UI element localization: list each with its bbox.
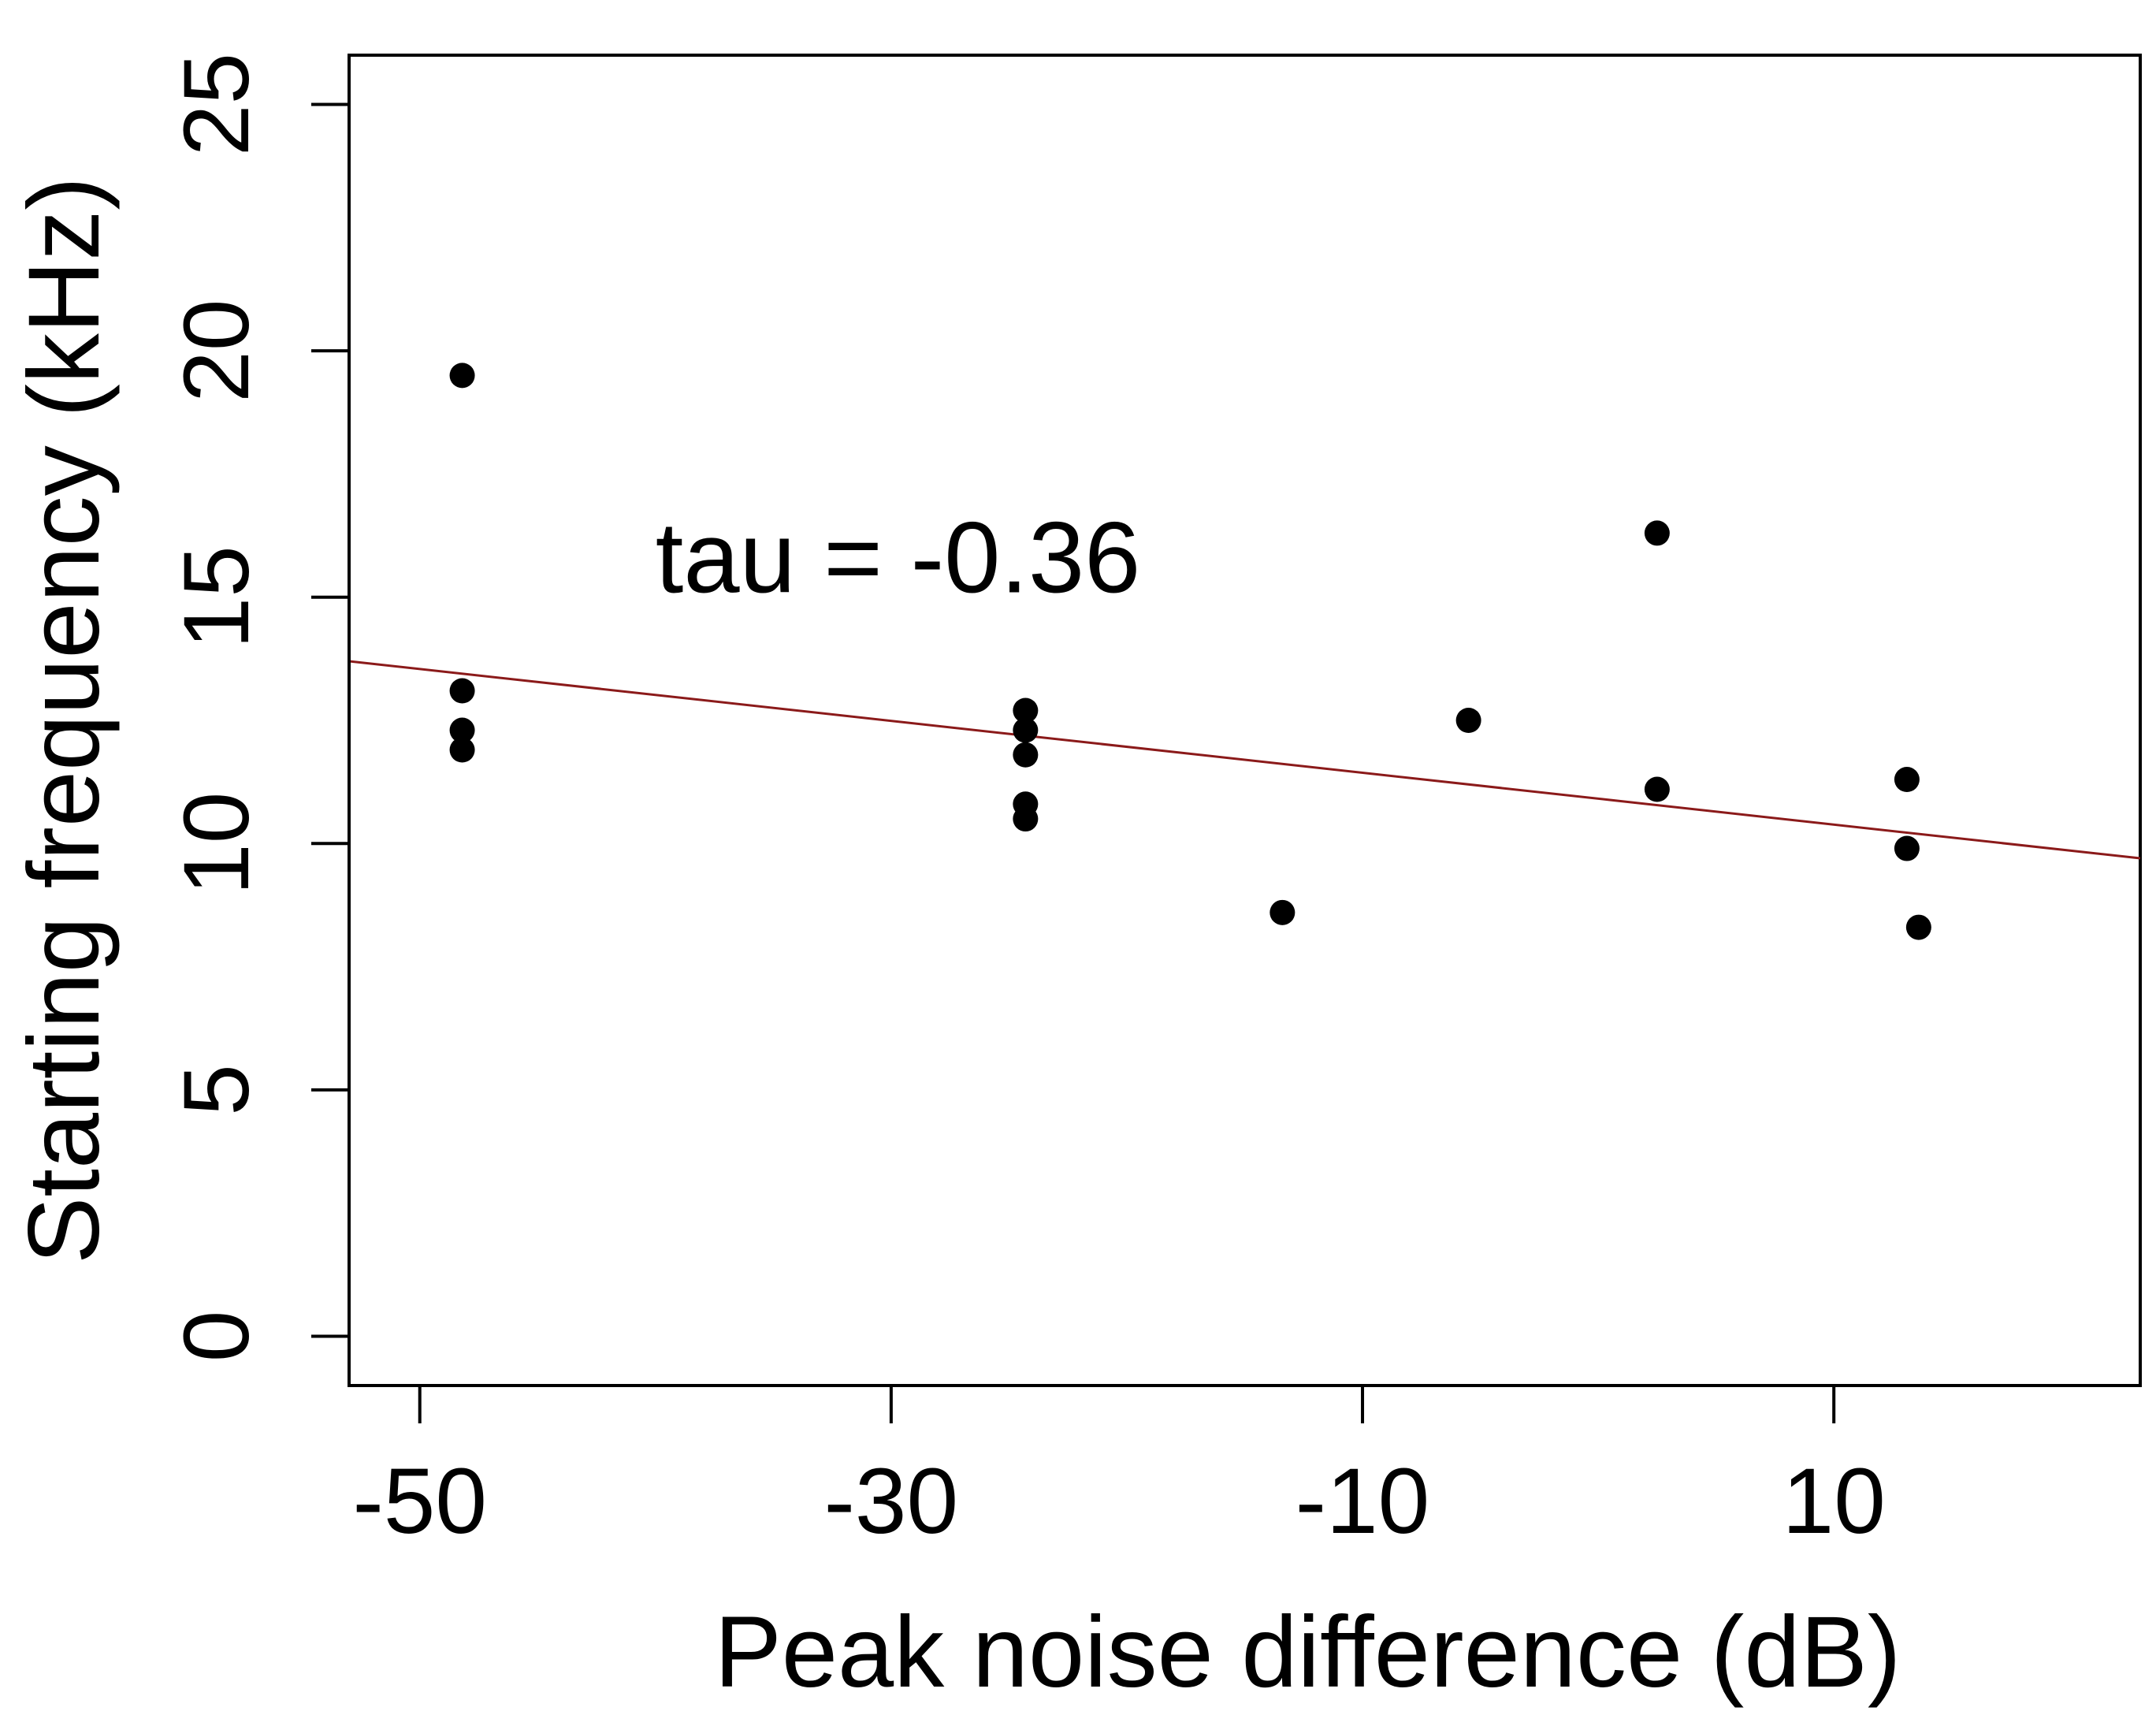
data-point bbox=[1644, 776, 1670, 802]
y-tick-label: 0 bbox=[165, 1311, 269, 1363]
data-point bbox=[1013, 697, 1039, 724]
data-point bbox=[1644, 520, 1670, 546]
data-point bbox=[1905, 914, 1931, 940]
trend-line bbox=[348, 660, 2141, 860]
data-point bbox=[1013, 742, 1039, 768]
data-point bbox=[449, 678, 475, 704]
y-axis: 0 5 10 15 20 25 bbox=[165, 53, 351, 1363]
data-point bbox=[1269, 899, 1295, 925]
data-point bbox=[1455, 708, 1481, 733]
data-point bbox=[1013, 717, 1039, 743]
y-axis-label: Starting frequency (kHz) bbox=[8, 177, 121, 1264]
tau-annotation: tau = -0.36 bbox=[656, 501, 1141, 614]
y-tick-label: 10 bbox=[165, 792, 269, 895]
data-point bbox=[1013, 806, 1039, 832]
data-point bbox=[449, 363, 475, 389]
x-tick-label: -50 bbox=[352, 1449, 487, 1553]
y-tick-label: 5 bbox=[165, 1064, 269, 1116]
x-tick-label: 10 bbox=[1782, 1449, 1886, 1553]
data-point bbox=[1894, 835, 1920, 861]
y-tick-label: 20 bbox=[165, 299, 269, 402]
x-axis-label: Peak noise difference (dB) bbox=[714, 1596, 1901, 1709]
data-point bbox=[1894, 767, 1920, 793]
y-tick-label: 15 bbox=[165, 545, 269, 649]
data-point bbox=[449, 717, 475, 743]
y-tick-label: 25 bbox=[165, 53, 269, 156]
x-tick-label: -30 bbox=[824, 1449, 959, 1553]
data-points bbox=[449, 363, 1931, 940]
x-axis: -50 -30 -10 10 bbox=[352, 1384, 1886, 1553]
data-point bbox=[449, 737, 475, 763]
x-tick-label: -10 bbox=[1295, 1449, 1430, 1553]
